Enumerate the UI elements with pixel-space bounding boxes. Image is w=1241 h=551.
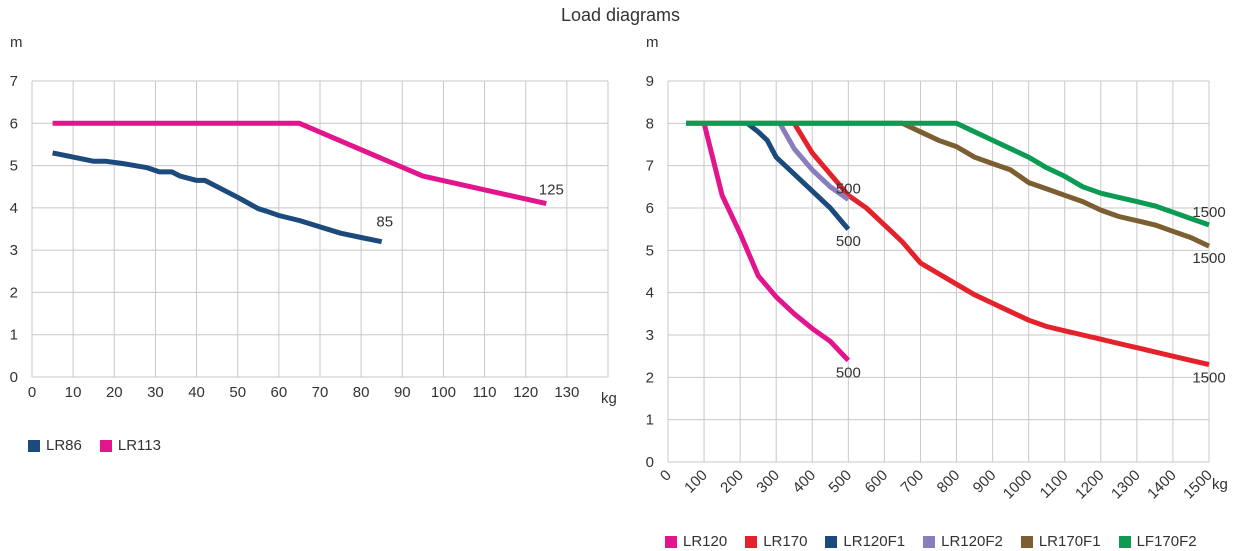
x-tick-label: 130 <box>554 384 579 401</box>
x-tick-label: 80 <box>353 384 370 401</box>
x-tick-label: 30 <box>147 384 164 401</box>
end-label-lr170f1: 1500 <box>1192 250 1225 267</box>
y-tick-label: 1 <box>10 327 18 344</box>
y-tick-label: 4 <box>646 285 654 302</box>
x-tick-label: 1500 <box>1180 467 1216 500</box>
legend-left: LR86 LR113 <box>28 437 161 454</box>
end-label-lr120f1: 500 <box>836 233 861 250</box>
legend-label: LR86 <box>46 437 82 454</box>
series-line-lr120 <box>701 122 851 363</box>
legend-label: LR170F1 <box>1038 533 1101 550</box>
y-tick-label: 6 <box>10 115 18 132</box>
y-tick-label: 3 <box>646 327 654 344</box>
legend-swatch <box>665 535 677 548</box>
legend-label: LR113 <box>117 437 161 454</box>
y-tick-label: 5 <box>646 242 654 259</box>
x-tick-label: 10 <box>65 384 82 401</box>
legend-swatch <box>1118 535 1131 548</box>
y-tick-label: 1 <box>646 412 654 429</box>
y-axis-label: m <box>646 34 659 51</box>
y-tick-label: 2 <box>646 369 654 386</box>
x-tick-label: 100 <box>431 384 456 401</box>
x-axis-label: kg <box>1212 476 1228 493</box>
x-tick-label: 70 <box>312 384 329 401</box>
series-line-lr120f2 <box>777 122 850 202</box>
x-tick-label: 0 <box>657 467 675 485</box>
end-label-lr170: 1500 <box>1192 370 1225 387</box>
legend-item-lr120f2: LR120F2 <box>923 533 1003 550</box>
y-tick-label: 2 <box>10 284 18 301</box>
legend-right: LR120 LR170 LR120F1 LR120F2 LR170F1 LF170F2 <box>665 533 1197 550</box>
x-tick-label: 40 <box>188 384 205 401</box>
x-tick-label: 400 <box>789 467 819 497</box>
x-tick-label: 900 <box>970 467 1000 497</box>
x-tick-label: 1100 <box>1037 467 1072 500</box>
legend-label: LR120 <box>683 533 728 550</box>
y-tick-label: 0 <box>646 454 654 471</box>
x-tick-label: 1200 <box>1072 467 1108 500</box>
y-tick-label: 7 <box>646 158 654 175</box>
legend-label: LR120F2 <box>941 533 1003 550</box>
x-tick-label: 500 <box>825 467 855 497</box>
x-tick-label: 300 <box>753 467 783 497</box>
x-tick-label: 60 <box>271 384 288 401</box>
end-label-lr120: 500 <box>836 364 861 381</box>
legend-item-lf170f2: LF170F2 <box>1118 533 1197 550</box>
legend-swatch <box>28 439 40 452</box>
x-tick-label: 120 <box>513 384 538 401</box>
legend-item-lr170f1: LR170F1 <box>1020 533 1101 550</box>
legend-item-lr120f1: LR120F1 <box>825 533 905 550</box>
y-tick-label: 5 <box>10 158 18 175</box>
series-line-lf170f2 <box>686 120 1210 228</box>
x-tick-label: 700 <box>898 467 928 497</box>
x-tick-label: 600 <box>862 467 892 497</box>
series-line-lr86 <box>52 150 383 245</box>
legend-item-lr113: LR113 <box>99 437 161 454</box>
legend-swatch <box>1020 535 1033 548</box>
legend-swatch <box>745 535 758 548</box>
x-tick-label: 110 <box>473 384 497 401</box>
series-line-lr113 <box>52 120 547 207</box>
end-label-lr86: 85 <box>376 214 393 231</box>
legend-swatch <box>923 535 936 548</box>
y-tick-label: 7 <box>10 73 18 90</box>
end-label-lf170f2: 1500 <box>1192 204 1225 221</box>
series-line-lr120f1 <box>745 121 851 231</box>
end-label-lr113: 125 <box>539 182 564 199</box>
x-tick-label: 100 <box>681 467 711 497</box>
x-tick-label: 1400 <box>1144 467 1180 500</box>
page-title: Load diagrams <box>560 5 681 25</box>
y-tick-label: 4 <box>10 200 18 217</box>
x-tick-label: 800 <box>934 467 964 497</box>
legend-swatch <box>825 535 838 548</box>
x-tick-label: 1300 <box>1108 467 1144 500</box>
x-axis-label: kg <box>601 390 617 407</box>
end-label-lr120f2: 500 <box>836 181 861 198</box>
legend-item-lr86: LR86 <box>28 437 82 454</box>
x-tick-label: 90 <box>394 384 411 401</box>
x-tick-label: 50 <box>229 384 246 401</box>
series-line-lr170f1 <box>686 120 1211 249</box>
y-tick-label: 9 <box>646 73 654 90</box>
y-tick-label: 6 <box>646 200 654 217</box>
y-tick-label: 3 <box>10 242 18 259</box>
legend-label: LR120F1 <box>843 533 906 550</box>
x-tick-label: 20 <box>106 384 123 401</box>
legend-label: LF170F2 <box>1136 533 1197 550</box>
x-tick-label: 200 <box>717 467 747 497</box>
y-tick-label: 8 <box>646 115 654 132</box>
series-line-lr170 <box>792 121 1210 368</box>
y-axis-label: m <box>10 34 23 51</box>
legend-swatch <box>99 439 112 452</box>
x-tick-label: 1000 <box>1000 467 1036 500</box>
y-tick-label: 0 <box>10 369 18 386</box>
legend-item-lr170: LR170 <box>745 533 807 550</box>
legend-label: LR170 <box>763 533 808 550</box>
x-tick-label: 0 <box>28 384 36 401</box>
legend-item-lr120: LR120 <box>665 533 727 550</box>
